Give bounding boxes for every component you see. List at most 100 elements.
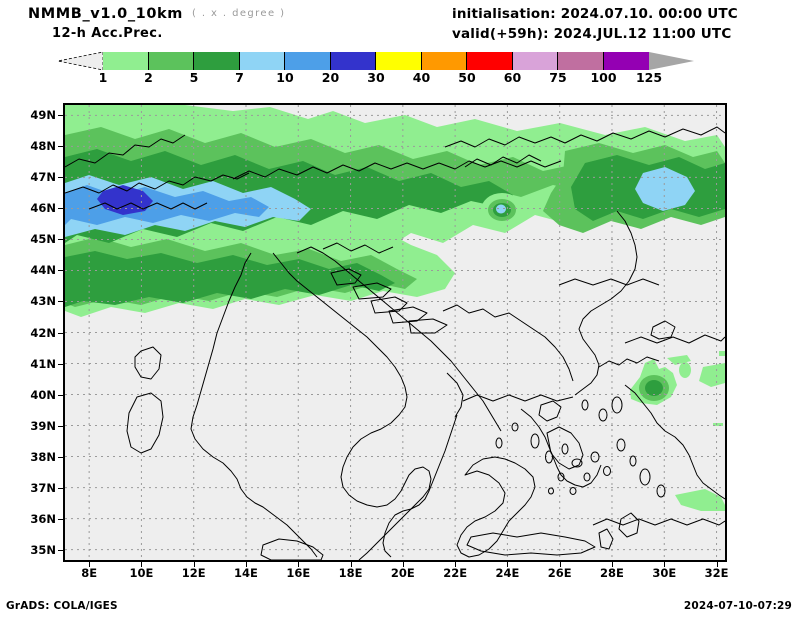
colorbar-cell-40 (421, 52, 467, 70)
marmara-patch (699, 363, 725, 387)
border-slovakia-hungary (444, 126, 725, 148)
lat-tick-46N (58, 208, 63, 210)
coast-sicily (260, 538, 324, 560)
lon-label-12E: 12E (181, 566, 206, 580)
border-greece-north (462, 394, 574, 402)
map-gridlines (65, 105, 725, 560)
chart-header: NMMB_v1.0_10km ( . x . degree ) 12-h Acc… (0, 0, 800, 48)
over-range-arrow (649, 52, 694, 70)
coastal-sliver-3 (713, 423, 723, 426)
coast-dalmatia-islands-4 (388, 306, 428, 324)
border-slovenia-croatia (322, 242, 394, 254)
lat-tick-42N (58, 332, 63, 334)
lon-label-26E: 26E (547, 566, 572, 580)
lat-label-37N: 37N (30, 480, 56, 495)
lon-tick-22E (455, 562, 457, 567)
lat-label-41N: 41N (30, 356, 56, 371)
colorbar-cell-75 (558, 52, 604, 70)
coast-marmara-bay (650, 320, 676, 340)
lon-label-24E: 24E (495, 566, 520, 580)
lon-tick-18E (350, 562, 352, 567)
lat-label-46N: 46N (30, 201, 56, 216)
coast-north-sea-inland (65, 134, 186, 168)
colorbar-cell-2 (148, 52, 194, 70)
lon-tick-26E (559, 562, 561, 567)
lat-label-49N: 49N (30, 108, 56, 123)
lat-tick-39N (58, 425, 63, 427)
lat-tick-37N (58, 487, 63, 489)
lat-label-35N: 35N (30, 542, 56, 557)
lat-tick-48N (58, 146, 63, 148)
lat-label-45N: 45N (30, 232, 56, 247)
coast-corsica (134, 346, 162, 380)
border-austria-hungary (438, 160, 562, 170)
colorbar-label-10: 10 (276, 70, 294, 85)
lon-tick-20E (402, 562, 404, 567)
colorbar-label-40: 40 (412, 70, 431, 85)
lat-tick-47N (58, 177, 63, 179)
lat-label-43N: 43N (30, 294, 56, 309)
border-bosnia-serbia (442, 304, 522, 322)
lon-tick-30E (664, 562, 666, 567)
colorbar-cell-30 (376, 52, 422, 70)
lon-label-22E: 22E (443, 566, 468, 580)
precipitation-map[interactable] (63, 103, 727, 562)
lon-tick-8E (89, 562, 91, 567)
colorbar-label-50: 50 (458, 70, 476, 85)
lat-label-40N: 40N (30, 387, 56, 402)
lat-tick-43N (58, 301, 63, 303)
coast-italy-west (190, 252, 318, 558)
lat-label-39N: 39N (30, 418, 56, 433)
lat-tick-41N (58, 363, 63, 365)
coast-greece-east (520, 408, 602, 488)
coast-halkidiki (538, 400, 562, 422)
lat-label-38N: 38N (30, 449, 56, 464)
lon-tick-10E (141, 562, 143, 567)
lon-tick-16E (298, 562, 300, 567)
lon-tick-24E (507, 562, 509, 567)
coast-dalmatia-islands-1 (330, 268, 362, 286)
lon-label-28E: 28E (600, 566, 624, 580)
coast-greece-peloponnese (456, 456, 536, 558)
border-alpine-arc (65, 172, 250, 194)
colorbar-label-20: 20 (321, 70, 340, 85)
border-romania-hungary (464, 154, 542, 168)
colorbar-cell-10 (285, 52, 331, 70)
model-title: NMMB_v1.0_10km (28, 6, 184, 22)
initialisation-time: initialisation: 2024.07.10. 00:00 UTC (452, 6, 738, 22)
coast-karpathos (598, 528, 614, 550)
generation-timestamp: 2024-07-10-07:29 (683, 600, 792, 612)
colorbar-cell-5 (194, 52, 240, 70)
coastlines-and-borders (65, 126, 725, 560)
lat-label-44N: 44N (30, 263, 56, 278)
coast-dalmatia-islands-3 (370, 296, 408, 314)
valid-time: valid(+59h): 2024.JUL.12 11:00 UTC (452, 26, 732, 42)
lat-label-36N: 36N (30, 511, 56, 526)
lat-label-42N: 42N (30, 325, 56, 340)
lon-tick-14E (245, 562, 247, 567)
border-bulgaria-romania (558, 278, 660, 286)
precipitation-colorbar: 1 2 5 7 10 20 30 40 50 60 75 100 125 (0, 52, 800, 86)
lat-tick-44N (58, 270, 63, 272)
lon-label-20E: 20E (390, 566, 415, 580)
anatolia-cell-5mm (645, 380, 663, 396)
coast-marmara-north (624, 334, 725, 344)
colorbar-label-7: 7 (235, 70, 244, 85)
isolated-precip-cells (456, 193, 725, 511)
border-austria-north (232, 162, 440, 180)
coast-black-sea-west (574, 210, 638, 396)
lon-label-16E: 16E (286, 566, 311, 580)
colorbar-cell-50 (467, 52, 513, 70)
colorbar-label-100: 100 (590, 70, 617, 85)
coast-dalmatia (296, 246, 502, 432)
marmara-small-cell (679, 362, 691, 378)
lon-label-14E: 14E (234, 566, 258, 580)
lat-tick-40N (58, 394, 63, 396)
colorbar-cell-100 (603, 52, 649, 70)
lon-label-30E: 30E (652, 566, 677, 580)
border-albania-greece (446, 372, 464, 418)
lat-label-48N: 48N (30, 139, 56, 154)
colorbar-label-2: 2 (144, 70, 153, 85)
precip-contour-7mm-eastern-alps (635, 167, 695, 211)
model-units-note: ( . x . degree ) (192, 8, 286, 19)
